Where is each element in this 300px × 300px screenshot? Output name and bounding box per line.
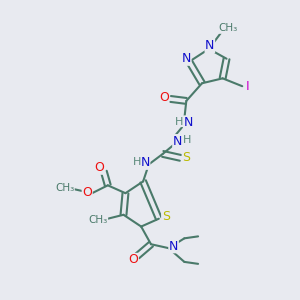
Text: CH₃: CH₃ xyxy=(55,183,74,193)
Text: N: N xyxy=(205,40,214,52)
Text: N: N xyxy=(173,135,182,148)
Text: N: N xyxy=(182,52,191,65)
Text: H: H xyxy=(183,135,191,145)
Text: S: S xyxy=(162,210,170,223)
Text: H: H xyxy=(133,157,141,167)
Text: O: O xyxy=(94,161,104,174)
Text: CH₃: CH₃ xyxy=(88,215,108,225)
Text: I: I xyxy=(245,80,249,93)
Text: N: N xyxy=(184,116,193,129)
Text: O: O xyxy=(82,186,92,199)
Text: O: O xyxy=(128,254,138,266)
Text: N: N xyxy=(169,240,178,253)
Text: O: O xyxy=(159,92,169,104)
Text: CH₃: CH₃ xyxy=(218,23,237,33)
Text: N: N xyxy=(140,156,150,169)
Text: S: S xyxy=(182,152,190,164)
Text: H: H xyxy=(175,116,184,127)
